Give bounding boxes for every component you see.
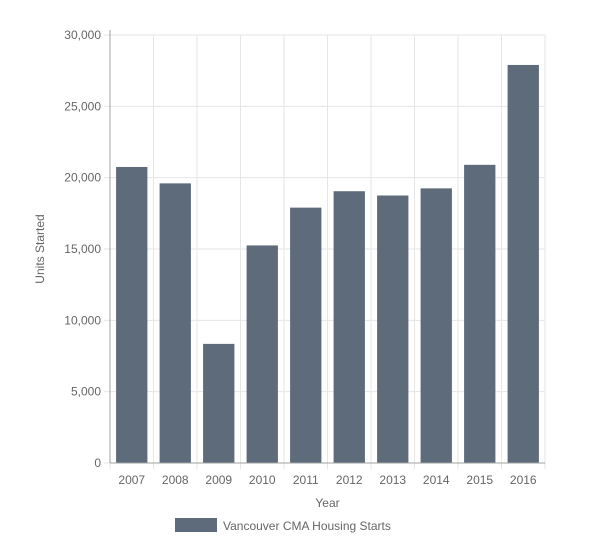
axes (104, 30, 545, 464)
x-tick-label: 2007 (118, 473, 145, 487)
bars (116, 64, 539, 464)
x-tick-label: 2008 (162, 473, 189, 487)
x-axis-title: Year (315, 496, 339, 510)
x-tick-label: 2012 (336, 473, 363, 487)
y-tick-label: 20,000 (64, 171, 101, 185)
bar-2013[interactable] (377, 195, 409, 464)
y-tick-label: 30,000 (64, 28, 101, 42)
x-tick-label: 2016 (510, 473, 537, 487)
bar-2008[interactable] (159, 183, 191, 463)
bar-2007[interactable] (116, 166, 148, 463)
x-tick-label: 2013 (379, 473, 406, 487)
bar-2010[interactable] (246, 245, 278, 463)
bar-2016[interactable] (507, 64, 539, 464)
x-tick-labels: 2007 2008 2009 2010 2011 2012 2013 2014 2015 2016 (118, 473, 537, 487)
legend-swatch[interactable] (175, 518, 217, 532)
bar-2011[interactable] (290, 207, 322, 463)
y-tick-labels: 0 5,000 10,000 15,000 20,000 25,000 30,000 (64, 28, 101, 470)
bar-2012[interactable] (333, 191, 365, 463)
legend[interactable]: Vancouver CMA Housing Starts (175, 518, 391, 533)
bar-2009[interactable] (203, 343, 235, 463)
y-tick-label: 15,000 (64, 242, 101, 256)
y-axis-title: Units Started (33, 214, 47, 283)
grid-lines (109, 34, 546, 469)
bar-2015[interactable] (464, 164, 496, 463)
x-tick-label: 2015 (466, 473, 493, 487)
y-tick-label: 0 (94, 456, 101, 470)
y-tick-label: 10,000 (64, 313, 101, 327)
y-tick-label: 5,000 (71, 385, 101, 399)
bar-2014[interactable] (420, 188, 452, 463)
legend-label[interactable]: Vancouver CMA Housing Starts (223, 519, 391, 533)
y-tick-label: 25,000 (64, 99, 101, 113)
x-tick-label: 2009 (205, 473, 232, 487)
x-tick-label: 2014 (423, 473, 450, 487)
x-tick-label: 2010 (249, 473, 276, 487)
x-tick-label: 2011 (293, 473, 319, 487)
